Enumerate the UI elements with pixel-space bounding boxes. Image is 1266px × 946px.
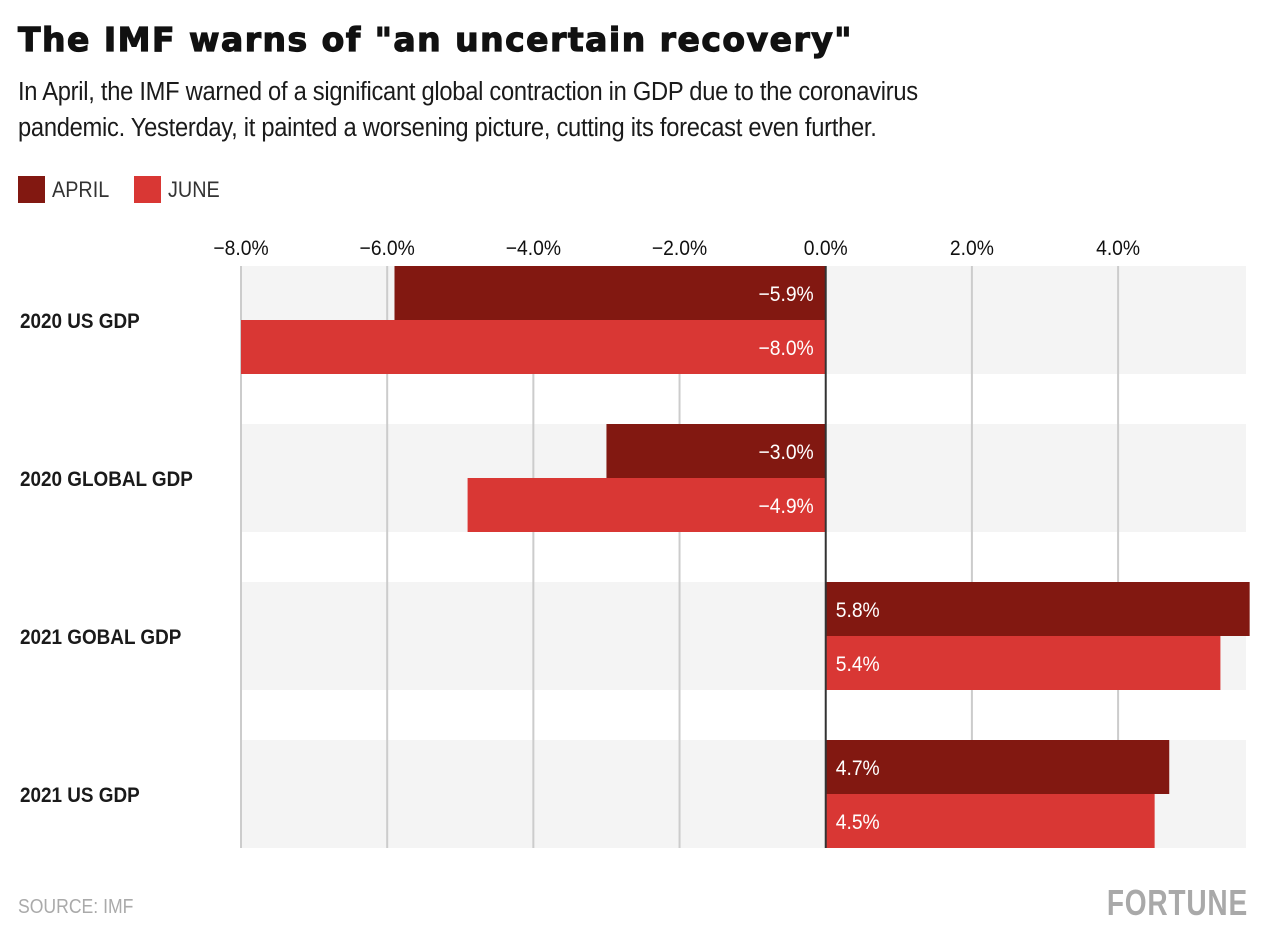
x-tick-label: −6.0% bbox=[360, 237, 415, 260]
category-label: 2021 US GDP bbox=[20, 784, 140, 807]
subtitle-line-1: In April, the IMF warned of a significan… bbox=[18, 78, 918, 106]
bar-june bbox=[467, 478, 826, 532]
value-labels: −5.9% −8.0% −3.0% −4.9% 5.8% 5.4% 4.7% 4.5% bbox=[758, 283, 879, 834]
value-label: 4.5% bbox=[836, 811, 880, 834]
category-label: 2021 GOBAL GDP bbox=[20, 626, 181, 649]
value-label: 5.8% bbox=[836, 599, 880, 622]
bar-june bbox=[241, 320, 826, 374]
legend-swatch-june bbox=[133, 176, 161, 203]
x-tick-label: 2.0% bbox=[950, 237, 994, 260]
legend-label-april: APRIL bbox=[52, 176, 110, 202]
category-label: 2020 GLOBAL GDP bbox=[20, 468, 193, 491]
value-label: −8.0% bbox=[758, 337, 813, 360]
bar-june bbox=[825, 794, 1155, 848]
value-label: −4.9% bbox=[758, 495, 813, 518]
legend-item-april: APRIL bbox=[18, 176, 116, 203]
bars bbox=[241, 266, 1250, 848]
value-label: 4.7% bbox=[836, 757, 880, 780]
value-label: 5.4% bbox=[836, 653, 880, 676]
legend-swatch-april bbox=[18, 176, 45, 203]
value-label: −5.9% bbox=[758, 283, 813, 306]
category-label: 2020 US GDP bbox=[20, 310, 140, 333]
bar-june bbox=[825, 636, 1221, 690]
legend: APRIL JUNE bbox=[18, 176, 243, 203]
x-axis-tick-labels: −8.0% −6.0% −4.0% −2.0% 0.0% 2.0% 4.0% bbox=[213, 237, 1140, 260]
x-tick-label: 0.0% bbox=[804, 237, 848, 260]
legend-item-june: JUNE bbox=[133, 176, 225, 203]
category-labels: 2020 US GDP 2020 GLOBAL GDP 2021 GOBAL GDP… bbox=[20, 310, 193, 807]
fortune-logo: FORTUNE bbox=[1106, 882, 1248, 923]
bar-april bbox=[606, 424, 826, 478]
source-note: SOURCE: IMF bbox=[18, 896, 134, 918]
x-tick-label: −4.0% bbox=[506, 237, 561, 260]
chart-subtitle: In April, the IMF warned of a significan… bbox=[18, 74, 1171, 146]
legend-label-june: JUNE bbox=[167, 176, 220, 202]
x-tick-label: −8.0% bbox=[213, 237, 268, 260]
bar-april bbox=[825, 740, 1170, 794]
x-tick-label: −2.0% bbox=[652, 237, 707, 260]
bar-april bbox=[394, 266, 826, 320]
chart-title: The IMF warns of "an uncertain recovery" bbox=[17, 19, 853, 59]
subtitle-line-2: pandemic. Yesterday, it painted a worsen… bbox=[18, 114, 877, 142]
bar-april bbox=[825, 582, 1250, 636]
x-tick-label: 4.0% bbox=[1096, 237, 1140, 260]
value-label: −3.0% bbox=[758, 441, 813, 464]
